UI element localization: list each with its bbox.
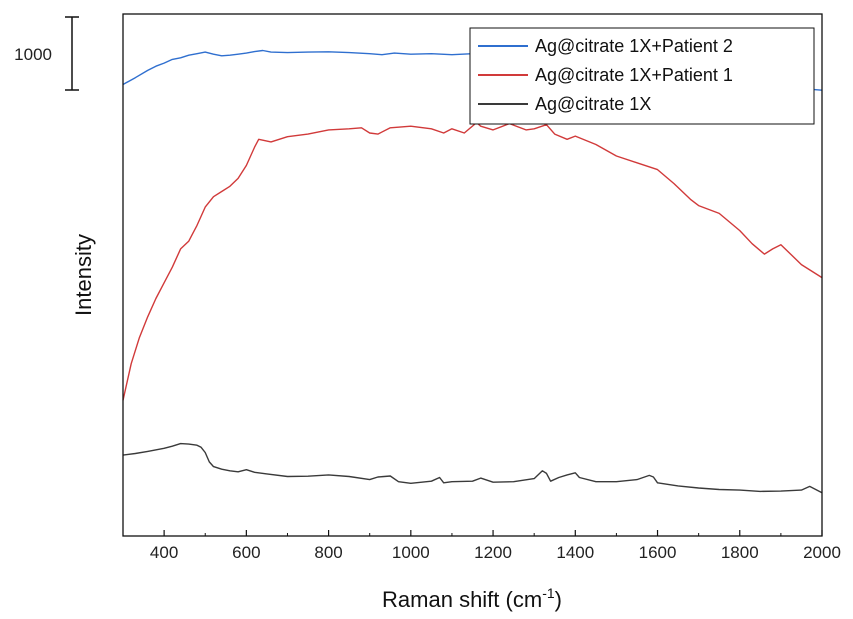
legend-label: Ag@citrate 1X+Patient 2: [535, 36, 733, 56]
x-tick-label: 2000: [803, 543, 841, 562]
x-axis-title-suffix: ): [555, 587, 562, 612]
legend: Ag@citrate 1X+Patient 2 Ag@citrate 1X+Pa…: [469, 27, 815, 125]
scale-bar: 1000: [14, 16, 79, 91]
x-tick-label: 600: [232, 543, 260, 562]
legend-item: Ag@citrate 1X: [478, 94, 651, 114]
x-tick-label: 1200: [474, 543, 512, 562]
x-axis-title: Raman shift (cm-1): [382, 585, 562, 612]
legend-item: Ag@citrate 1X+Patient 2: [478, 36, 733, 56]
legend-item: Ag@citrate 1X+Patient 1: [478, 65, 733, 85]
x-tick-label: 1400: [556, 543, 594, 562]
scale-bar-label: 1000: [14, 45, 52, 64]
x-tick-label: 400: [150, 543, 178, 562]
series-line-3: [122, 442, 823, 494]
plot-frame: [122, 13, 823, 537]
x-tick-label: 800: [314, 543, 342, 562]
legend-label: Ag@citrate 1X+Patient 1: [535, 65, 733, 85]
x-axis-ticks: 400 600 800 1000 1200 1400 1600 1800 2000: [122, 530, 841, 562]
x-axis-title-main: Raman shift (cm: [382, 587, 542, 612]
legend-label: Ag@citrate 1X: [535, 94, 651, 114]
x-tick-label: 1800: [721, 543, 759, 562]
x-tick-label: 1000: [392, 543, 430, 562]
x-tick-label: 1600: [639, 543, 677, 562]
series-line-2: [122, 121, 823, 401]
x-axis-title-superscript: -1: [542, 585, 555, 601]
y-axis-title: Intensity: [71, 234, 96, 316]
